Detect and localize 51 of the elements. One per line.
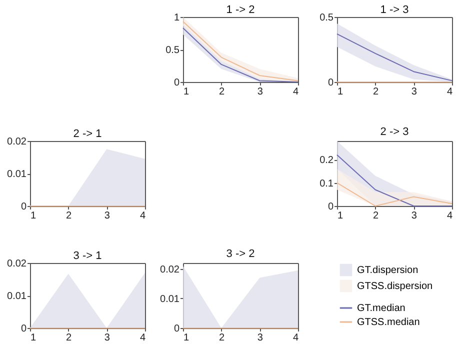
y-tick-label: 0 (20, 324, 27, 334)
x-tick-label: 1 (184, 86, 190, 98)
x-tick-label: 4 (446, 86, 453, 98)
x-tick-label: 3 (104, 332, 110, 344)
x-tick-label: 2 (219, 332, 226, 344)
chart-title: 1 -> 3 (380, 4, 409, 16)
y-tick-label: 0.2 (320, 155, 334, 166)
text: GT.dispersion (357, 265, 418, 276)
y-tick-label: 0 (328, 78, 334, 88)
chart-title: 2 -> 1 (73, 128, 102, 140)
x-tick-label: 4 (140, 210, 146, 222)
y-tick-label: 0.01 (7, 169, 27, 180)
x-tick-label: 2 (373, 210, 380, 222)
y-tick-label: 0.02 (160, 264, 180, 276)
x-tick-label: 2 (66, 210, 72, 222)
x-tick-label: 3 (411, 210, 418, 222)
y-tick-label: 0.01 (160, 294, 180, 305)
x-tick-label: 4 (140, 332, 146, 344)
legend-label: GT.median (357, 303, 406, 314)
legend-label: GTSS.median (357, 317, 420, 328)
y-tick-label: 0.02 (7, 258, 27, 270)
y-tick-label: 0 (174, 78, 180, 88)
x-tick-label: 1 (184, 332, 190, 344)
y-tick-label: 1 (174, 12, 180, 24)
y-tick-label: 0.02 (7, 136, 27, 148)
x-tick-label: 4 (446, 210, 453, 222)
x-tick-label: 1 (30, 332, 36, 344)
y-tick-label: 0 (174, 324, 180, 334)
y-tick-label: 0.5 (320, 12, 334, 24)
x-tick-label: 1 (338, 210, 344, 222)
y-tick-label: 0 (328, 202, 334, 212)
y-tick-label: 0.1 (320, 178, 334, 190)
x-tick-label: 2 (66, 332, 72, 344)
x-tick-label: 3 (257, 332, 264, 344)
x-tick-label: 4 (292, 86, 299, 98)
x-tick-label: 2 (219, 86, 226, 98)
chart-title: 3 -> 2 (226, 248, 255, 260)
x-tick-label: 3 (411, 86, 418, 98)
x-tick-label: 4 (292, 332, 299, 344)
x-tick-label: 2 (373, 86, 380, 98)
chart-title: 2 -> 3 (380, 126, 409, 138)
y-tick-label: 0 (20, 202, 27, 212)
chart-title: 1 -> 2 (226, 4, 255, 16)
text: GTSS.dispersion (357, 281, 433, 292)
chart-title: 3 -> 1 (73, 250, 102, 262)
y-tick-label: 0.01 (7, 291, 27, 302)
x-tick-label: 1 (30, 210, 36, 222)
x-tick-label: 1 (338, 86, 344, 98)
y-tick-label: 0.5 (166, 45, 180, 56)
x-tick-label: 3 (257, 86, 264, 98)
x-tick-label: 3 (104, 210, 110, 222)
